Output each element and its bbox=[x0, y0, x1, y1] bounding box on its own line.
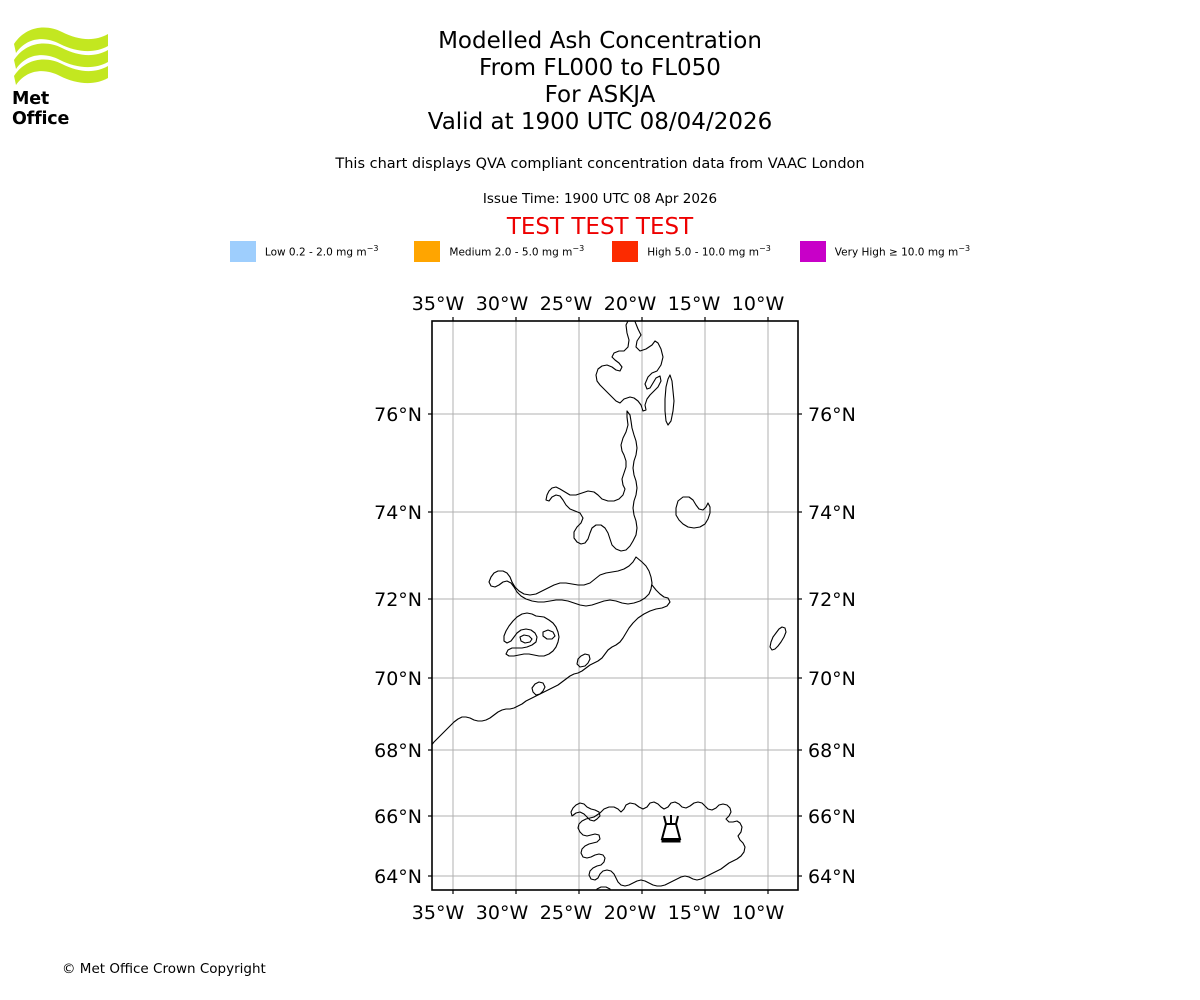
map-frame bbox=[431, 320, 799, 891]
issue-time-label: Issue Time: 1900 UTC 08 Apr 2026 bbox=[482, 191, 718, 207]
lat-label-left-76: 76°N bbox=[374, 404, 422, 426]
title-volcano: For ASKJA bbox=[544, 82, 656, 108]
chart-subtitle: This chart displays QVA compliant concen… bbox=[335, 156, 865, 172]
legend-swatch-high bbox=[612, 240, 639, 262]
lon-label-bottom-1: 30°W bbox=[476, 902, 529, 924]
map-ticks bbox=[428, 317, 802, 894]
lat-label-right-66: 66°N bbox=[808, 806, 856, 828]
lon-label-bottom-5: 10°W bbox=[732, 902, 785, 924]
title-valid-time: Valid at 1900 UTC 08/04/2026 bbox=[427, 109, 773, 135]
legend-item-medium: Medium 2.0 - 5.0 mg m−3 bbox=[414, 240, 584, 262]
legend-item-very-high: Very High ≥ 10.0 mg m−3 bbox=[799, 240, 971, 262]
legend-label-high: High 5.0 - 10.0 mg m−3 bbox=[647, 243, 771, 259]
test-banner: TEST TEST TEST bbox=[506, 214, 694, 240]
met-office-logo: Met Office bbox=[12, 22, 110, 129]
title-flight-levels: From FL000 to FL050 bbox=[479, 55, 721, 81]
ash-concentration-map: 35°W 30°W 25°W 20°W 15°W 10°W 35°W 30°W … bbox=[0, 285, 1200, 925]
lon-label-top-2: 25°W bbox=[540, 293, 593, 315]
lon-label-top-3: 20°W bbox=[604, 293, 657, 315]
lat-label-left-72: 72°N bbox=[374, 589, 422, 611]
chart-title-block: Modelled Ash Concentration From FL000 to… bbox=[0, 28, 1200, 136]
legend-swatch-very-high bbox=[799, 240, 826, 262]
lon-label-top-4: 15°W bbox=[668, 293, 721, 315]
page-title: Modelled Ash Concentration bbox=[438, 28, 762, 54]
lat-label-right-74: 74°N bbox=[808, 502, 856, 524]
lat-label-left-74: 74°N bbox=[374, 502, 422, 524]
lon-label-bottom-2: 25°W bbox=[540, 902, 593, 924]
map-gridlines bbox=[432, 321, 798, 890]
lon-label-bottom-0: 35°W bbox=[412, 902, 465, 924]
lon-label-bottom-3: 20°W bbox=[604, 902, 657, 924]
lat-label-right-72: 72°N bbox=[808, 589, 856, 611]
map-plot-background bbox=[432, 321, 798, 890]
latitude-labels-right: 76°N 74°N 72°N 70°N 68°N 66°N 64°N bbox=[808, 404, 856, 888]
volcano-marker-askja bbox=[660, 815, 682, 843]
lat-label-right-76: 76°N bbox=[808, 404, 856, 426]
legend-label-low: Low 0.2 - 2.0 mg m−3 bbox=[264, 243, 379, 259]
latitude-labels-left: 76°N 74°N 72°N 70°N 68°N 66°N 64°N bbox=[374, 404, 422, 888]
lon-label-top-1: 30°W bbox=[476, 293, 529, 315]
legend-swatch-low bbox=[229, 240, 256, 262]
met-office-logo-text: Met Office bbox=[12, 89, 70, 129]
legend-label-medium: Medium 2.0 - 5.0 mg m−3 bbox=[449, 243, 585, 259]
legend-item-high: High 5.0 - 10.0 mg m−3 bbox=[612, 240, 771, 262]
lat-label-right-70: 70°N bbox=[808, 668, 856, 690]
copyright-notice: © Met Office Crown Copyright bbox=[62, 961, 266, 977]
coastlines bbox=[432, 321, 787, 890]
lat-label-right-68: 68°N bbox=[808, 740, 856, 762]
met-office-wave-mark bbox=[14, 27, 108, 85]
lon-label-top-0: 35°W bbox=[412, 293, 465, 315]
longitude-labels-top: 35°W 30°W 25°W 20°W 15°W 10°W bbox=[412, 293, 785, 315]
lat-label-left-70: 70°N bbox=[374, 668, 422, 690]
lon-label-top-5: 10°W bbox=[732, 293, 785, 315]
legend-label-very-high: Very High ≥ 10.0 mg m−3 bbox=[834, 243, 971, 259]
lat-label-right-64: 64°N bbox=[808, 866, 856, 888]
legend-swatch-medium bbox=[414, 240, 441, 262]
lat-label-left-68: 68°N bbox=[374, 740, 422, 762]
legend-item-low: Low 0.2 - 2.0 mg m−3 bbox=[229, 240, 379, 262]
lat-label-left-66: 66°N bbox=[374, 806, 422, 828]
lon-label-bottom-4: 15°W bbox=[668, 902, 721, 924]
concentration-legend: Low 0.2 - 2.0 mg m−3 Medium 2.0 - 5.0 mg… bbox=[0, 240, 1200, 262]
lat-label-left-64: 64°N bbox=[374, 866, 422, 888]
longitude-labels-bottom: 35°W 30°W 25°W 20°W 15°W 10°W bbox=[412, 902, 785, 924]
